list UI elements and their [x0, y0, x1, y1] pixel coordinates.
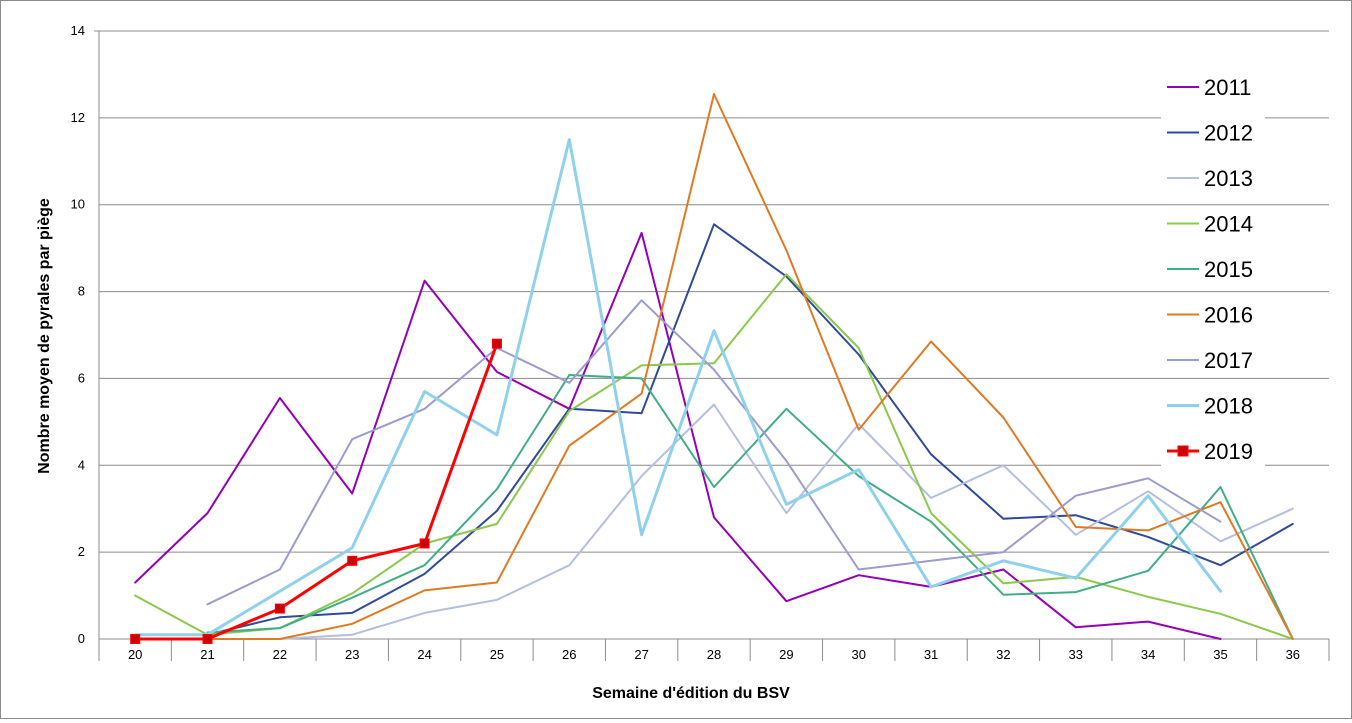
series-line-2016	[206, 93, 1294, 640]
series-line-2015	[206, 374, 1294, 640]
y-tick-label: 12	[71, 110, 85, 125]
x-tick-label: 27	[634, 647, 648, 662]
data-point-2019	[491, 338, 502, 349]
x-tick-label: 22	[273, 647, 287, 662]
legend-label-2011: 2011	[1204, 75, 1251, 100]
series-line-2017	[206, 299, 1222, 606]
y-tick-label: 2	[78, 544, 85, 559]
data-point-2019	[202, 634, 213, 644]
legend: 2011 2012 2013 2014 2015 2016 2017 2018 2019	[1161, 71, 1265, 467]
legend-label-2017: 2017	[1204, 348, 1253, 373]
x-tick-label: 35	[1213, 647, 1227, 662]
x-tick-label: 29	[779, 647, 793, 662]
x-tick-label: 23	[345, 647, 359, 662]
x-tick-label: 34	[1141, 647, 1155, 662]
series-line-2018	[133, 138, 1222, 637]
x-tick-label: 36	[1286, 647, 1300, 662]
gridlines	[99, 30, 1329, 640]
y-axis-title: Nombre moyen de pyrales par piège	[36, 198, 53, 474]
y-tick-label: 0	[78, 631, 85, 646]
series-lines	[130, 93, 1294, 644]
x-axis-title: Semaine d'édition du BSV	[592, 685, 790, 702]
x-tick-label: 21	[200, 647, 214, 662]
x-tick-label: 31	[924, 647, 938, 662]
data-point-2019	[419, 538, 430, 549]
x-tick-label: 28	[707, 647, 721, 662]
x-tick-label: 25	[490, 647, 504, 662]
y-tick-label: 4	[78, 457, 85, 472]
legend-label-2014: 2014	[1204, 212, 1253, 237]
data-point-2019	[347, 555, 358, 566]
legend-marker-2019	[1177, 445, 1189, 457]
legend-label-2019: 2019	[1204, 439, 1253, 464]
x-tick-label: 24	[417, 647, 431, 662]
series-line-2012	[206, 223, 1294, 636]
y-tick-label: 8	[78, 284, 85, 299]
series-line-2013	[206, 403, 1294, 640]
legend-label-2012: 2012	[1204, 121, 1253, 146]
series-line-2014	[134, 273, 1294, 640]
x-tick-label: 32	[996, 647, 1010, 662]
x-tick-label: 30	[851, 647, 865, 662]
x-tick-label: 20	[128, 647, 142, 662]
legend-label-2016: 2016	[1204, 303, 1253, 328]
y-tick-label: 10	[71, 197, 85, 212]
x-tick-label: 33	[1069, 647, 1083, 662]
y-tick-label: 6	[78, 370, 85, 385]
y-tick-label: 14	[71, 23, 85, 38]
x-tick-label: 26	[562, 647, 576, 662]
data-point-2019	[130, 634, 141, 644]
legend-label-2015: 2015	[1204, 257, 1253, 282]
legend-label-2018: 2018	[1204, 394, 1253, 419]
series-line-2019	[133, 342, 499, 641]
legend-label-2013: 2013	[1204, 166, 1253, 191]
series-line-2011	[134, 231, 1222, 640]
data-point-2019	[274, 603, 285, 614]
